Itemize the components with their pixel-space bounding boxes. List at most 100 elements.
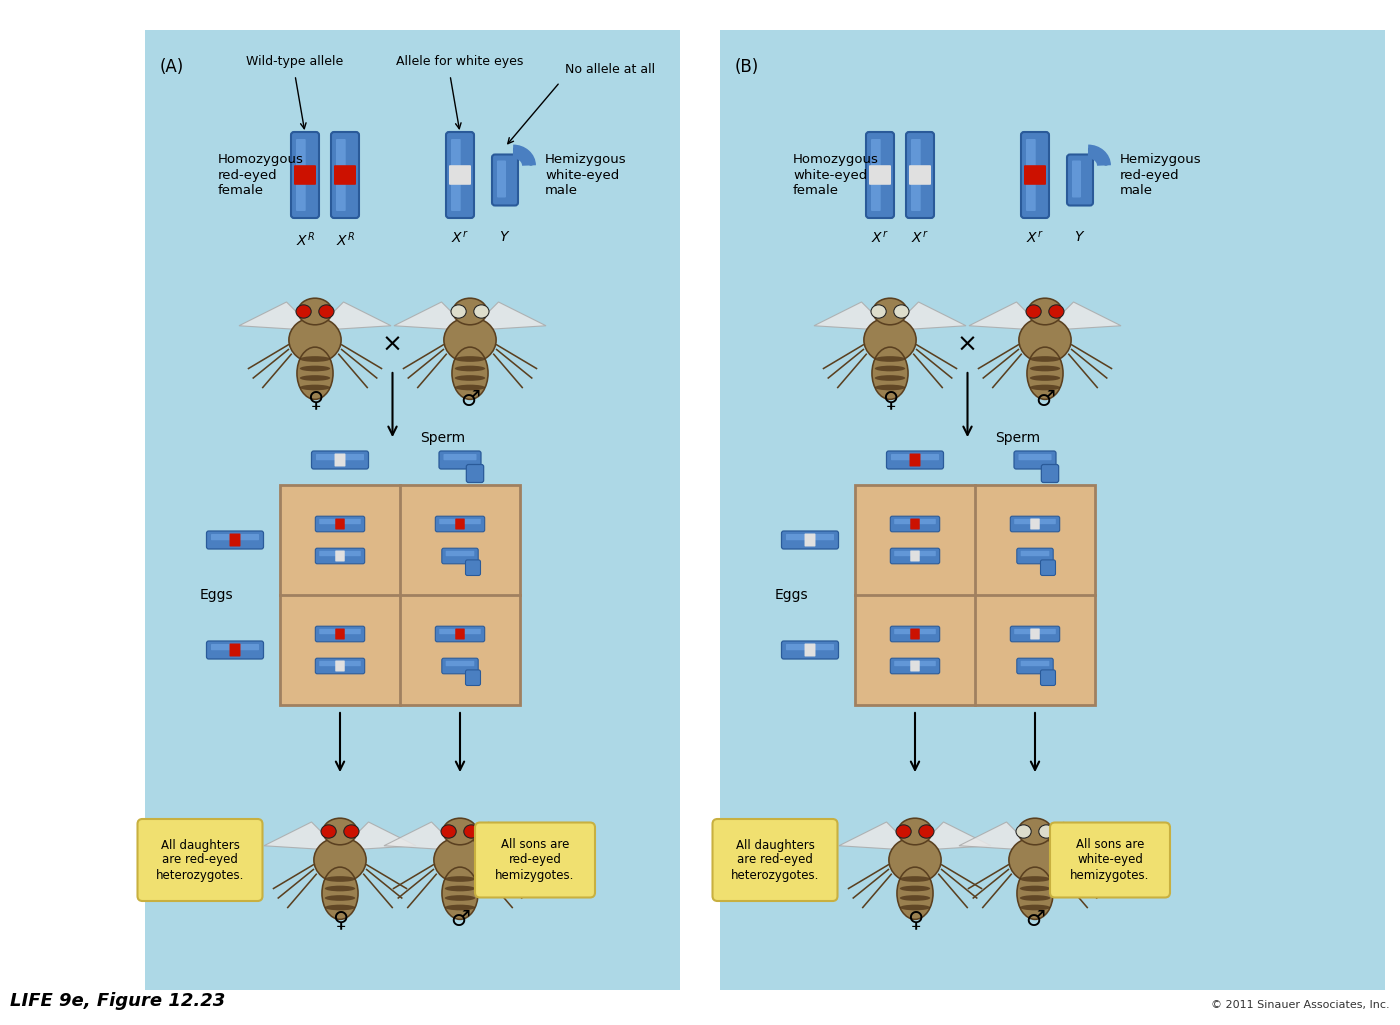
- Ellipse shape: [300, 375, 330, 381]
- Ellipse shape: [874, 298, 907, 325]
- Polygon shape: [916, 822, 991, 851]
- Text: Eggs: Eggs: [200, 588, 234, 602]
- Text: No allele at all: No allele at all: [566, 63, 655, 76]
- FancyBboxPatch shape: [895, 628, 935, 634]
- FancyBboxPatch shape: [137, 819, 263, 901]
- FancyBboxPatch shape: [1016, 658, 1053, 673]
- Ellipse shape: [1028, 347, 1063, 400]
- Ellipse shape: [322, 867, 358, 919]
- Text: $X^r$: $X^r$: [871, 230, 889, 246]
- Text: ♂: ♂: [1025, 910, 1044, 930]
- Text: ×: ×: [382, 333, 403, 357]
- Ellipse shape: [1019, 905, 1050, 910]
- FancyBboxPatch shape: [890, 626, 939, 642]
- FancyBboxPatch shape: [1042, 464, 1058, 483]
- Ellipse shape: [298, 298, 332, 325]
- FancyBboxPatch shape: [1040, 560, 1056, 575]
- Ellipse shape: [444, 317, 496, 363]
- Ellipse shape: [1019, 895, 1050, 901]
- Ellipse shape: [451, 304, 466, 318]
- Text: Wild-type allele: Wild-type allele: [246, 55, 343, 68]
- Text: Allele for white eyes: Allele for white eyes: [396, 55, 524, 68]
- Polygon shape: [239, 302, 315, 330]
- FancyBboxPatch shape: [315, 626, 364, 642]
- Polygon shape: [969, 302, 1044, 330]
- FancyBboxPatch shape: [491, 155, 518, 205]
- FancyBboxPatch shape: [781, 641, 839, 659]
- Ellipse shape: [875, 384, 906, 391]
- Text: Homozygous
white-eyed
female: Homozygous white-eyed female: [792, 154, 879, 197]
- FancyBboxPatch shape: [910, 550, 920, 562]
- FancyBboxPatch shape: [315, 548, 364, 564]
- Text: ♀: ♀: [882, 390, 899, 410]
- Text: $X^R$: $X^R$: [295, 230, 315, 249]
- Ellipse shape: [1018, 818, 1053, 845]
- Polygon shape: [839, 822, 916, 851]
- FancyBboxPatch shape: [330, 132, 358, 218]
- Ellipse shape: [1019, 317, 1071, 363]
- FancyBboxPatch shape: [465, 560, 480, 575]
- Ellipse shape: [452, 347, 489, 400]
- Ellipse shape: [1016, 825, 1032, 838]
- FancyBboxPatch shape: [890, 517, 939, 532]
- FancyBboxPatch shape: [805, 533, 815, 546]
- FancyBboxPatch shape: [455, 519, 465, 530]
- Text: ♂: ♂: [449, 910, 470, 930]
- FancyBboxPatch shape: [445, 550, 475, 557]
- Ellipse shape: [323, 818, 357, 845]
- Polygon shape: [470, 302, 546, 330]
- Ellipse shape: [297, 347, 333, 400]
- Text: $X^r$: $X^r$: [1026, 230, 1044, 246]
- Text: Hemizygous
white-eyed
male: Hemizygous white-eyed male: [545, 154, 627, 197]
- FancyBboxPatch shape: [890, 658, 939, 673]
- FancyBboxPatch shape: [311, 451, 368, 469]
- FancyBboxPatch shape: [146, 30, 680, 990]
- FancyBboxPatch shape: [906, 132, 934, 218]
- FancyBboxPatch shape: [440, 451, 482, 469]
- Text: (A): (A): [160, 58, 185, 76]
- FancyBboxPatch shape: [315, 517, 364, 532]
- FancyBboxPatch shape: [1026, 139, 1036, 211]
- FancyBboxPatch shape: [910, 628, 920, 640]
- FancyBboxPatch shape: [1019, 454, 1051, 460]
- FancyBboxPatch shape: [319, 661, 361, 666]
- FancyBboxPatch shape: [335, 628, 344, 640]
- FancyBboxPatch shape: [805, 644, 815, 656]
- FancyBboxPatch shape: [867, 132, 895, 218]
- Ellipse shape: [900, 886, 930, 892]
- Text: $X^r$: $X^r$: [911, 230, 928, 246]
- FancyBboxPatch shape: [886, 451, 944, 469]
- FancyBboxPatch shape: [1030, 519, 1040, 530]
- Ellipse shape: [1016, 867, 1053, 919]
- FancyBboxPatch shape: [444, 454, 476, 460]
- FancyBboxPatch shape: [890, 548, 939, 564]
- Text: ×: ×: [958, 333, 979, 357]
- Polygon shape: [813, 302, 890, 330]
- Ellipse shape: [463, 825, 479, 838]
- Polygon shape: [461, 822, 536, 851]
- FancyBboxPatch shape: [855, 485, 1095, 705]
- Ellipse shape: [300, 384, 330, 391]
- FancyBboxPatch shape: [319, 550, 361, 557]
- Ellipse shape: [889, 837, 941, 883]
- FancyBboxPatch shape: [230, 533, 241, 546]
- FancyBboxPatch shape: [890, 454, 939, 460]
- Ellipse shape: [288, 317, 342, 363]
- Ellipse shape: [344, 825, 358, 838]
- FancyBboxPatch shape: [465, 670, 480, 686]
- FancyBboxPatch shape: [294, 165, 316, 184]
- FancyBboxPatch shape: [335, 519, 344, 530]
- Polygon shape: [1044, 302, 1121, 330]
- FancyBboxPatch shape: [211, 644, 259, 650]
- Ellipse shape: [325, 886, 356, 892]
- Ellipse shape: [871, 304, 886, 318]
- Text: $X^r$: $X^r$: [451, 230, 469, 246]
- Ellipse shape: [875, 375, 906, 381]
- FancyBboxPatch shape: [911, 139, 921, 211]
- Text: Sperm: Sperm: [995, 430, 1040, 445]
- FancyBboxPatch shape: [909, 165, 931, 184]
- Text: $X^R$: $X^R$: [336, 230, 354, 249]
- FancyBboxPatch shape: [440, 628, 480, 634]
- FancyBboxPatch shape: [1030, 628, 1040, 640]
- Ellipse shape: [1049, 304, 1064, 318]
